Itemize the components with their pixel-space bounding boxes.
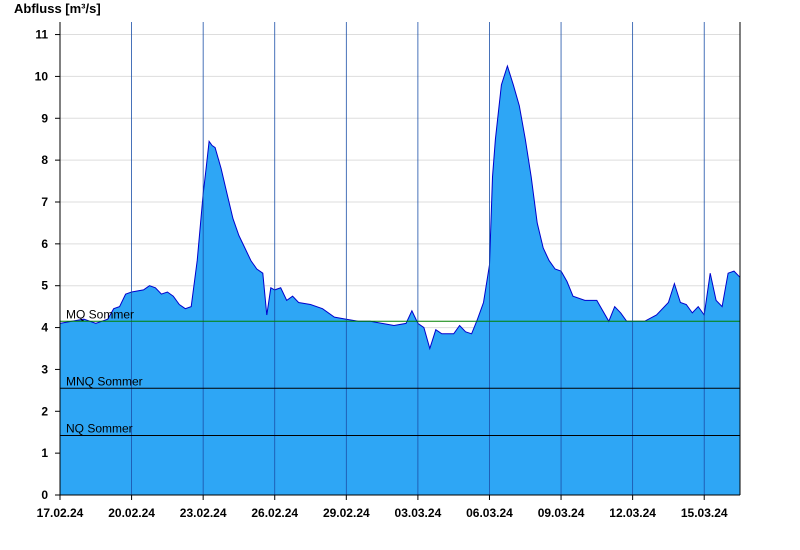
x-tick-labels: 17.02.24 20.02.24 23.02.24 26.02.24 29.02.24… [37, 495, 728, 520]
x-tick-label: 12.03.24 [609, 506, 656, 520]
x-tick-label: 20.02.24 [108, 506, 155, 520]
x-tick-label: 06.03.24 [466, 506, 513, 520]
y-tick-labels: 0 1 2 3 4 5 6 7 8 9 10 11 [35, 28, 60, 502]
reference-lines: MQ Sommer MNQ Sommer NQ Sommer [60, 307, 740, 437]
x-tick-label: 15.03.24 [681, 506, 728, 520]
reference-label: NQ Sommer [66, 422, 133, 436]
reference-label: MNQ Sommer [66, 374, 143, 388]
y-tick-label: 8 [41, 153, 48, 167]
discharge-line [59, 64, 741, 351]
y-axis-label: Abfluss [m³/s] [14, 1, 101, 16]
y-tick-label: 0 [41, 488, 48, 502]
x-tick-label: 09.03.24 [538, 506, 585, 520]
x-tick-label: 03.03.24 [395, 506, 442, 520]
y-tick-label: 7 [41, 195, 48, 209]
y-tick-label: 9 [41, 111, 48, 125]
x-tick-label: 17.02.24 [37, 506, 84, 520]
x-tick-label: 26.02.24 [251, 506, 298, 520]
y-tick-label: 10 [35, 69, 49, 83]
y-tick-label: 2 [41, 404, 48, 418]
y-tick-label: 3 [41, 362, 48, 376]
discharge-fill [60, 66, 740, 495]
x-tick-label: 29.02.24 [323, 506, 370, 520]
y-tick-label: 1 [41, 446, 48, 460]
reference-label: MQ Sommer [66, 307, 134, 321]
y-tick-label: 11 [35, 28, 48, 42]
discharge-area [59, 64, 741, 495]
x-tick-label: 23.02.24 [180, 506, 227, 520]
y-tick-label: 4 [41, 321, 48, 335]
y-tick-label: 6 [41, 237, 48, 251]
date-gridlines [131, 22, 705, 495]
y-tick-label: 5 [41, 279, 48, 293]
axes [59, 22, 741, 496]
